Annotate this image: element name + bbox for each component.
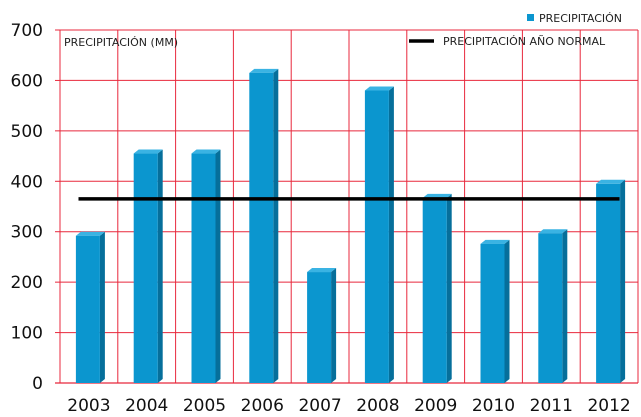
bar-front	[133, 153, 158, 383]
bar-top	[480, 239, 510, 244]
bar	[75, 231, 105, 383]
bar-top	[364, 86, 394, 91]
y-axis-label: PRECIPITACIÓN (MM)	[64, 36, 178, 49]
legend-swatch-precipitation	[527, 14, 534, 21]
bar	[480, 239, 510, 383]
bar-top	[596, 179, 626, 184]
bar	[133, 149, 163, 383]
bar-series	[75, 68, 626, 383]
bar-top	[75, 231, 105, 236]
bar	[422, 193, 452, 383]
y-tick-label: 400	[11, 172, 43, 192]
y-tick-label: 200	[11, 273, 43, 293]
bar-front	[75, 235, 100, 383]
bar-side	[562, 229, 568, 383]
bar-side	[99, 231, 105, 383]
bar	[364, 86, 394, 383]
bar-side	[504, 239, 510, 383]
x-tick-label: 2004	[125, 396, 168, 416]
x-axis-ticks: 2003 2004 2005 2006 2007 2008 2009 2010 2011 2012	[67, 396, 630, 416]
bar-front	[364, 90, 389, 383]
y-tick-label: 600	[11, 71, 43, 91]
bar-front	[249, 72, 274, 383]
bar-front	[307, 272, 332, 383]
bar-side	[446, 193, 452, 383]
bar	[191, 149, 221, 383]
x-tick-label: 2003	[67, 396, 110, 416]
x-tick-label: 2007	[298, 396, 341, 416]
x-tick-label: 2012	[587, 396, 630, 416]
y-tick-label: 0	[32, 374, 43, 394]
bar-front	[596, 183, 621, 383]
bar	[307, 268, 337, 383]
bar-side	[331, 268, 337, 383]
bar-side	[620, 179, 626, 383]
bar-front	[422, 197, 447, 383]
bar-front	[191, 153, 216, 383]
x-tick-label: 2011	[530, 396, 573, 416]
bar-top	[133, 149, 163, 154]
x-tick-label: 2009	[414, 396, 457, 416]
legend-label-precipitation: PRECIPITACIÓN	[539, 12, 622, 25]
y-tick-label: 500	[11, 122, 43, 142]
bar	[596, 179, 626, 383]
y-tick-label: 100	[11, 324, 43, 344]
y-tick-label: 700	[11, 21, 43, 41]
bar	[538, 229, 568, 383]
bar-side	[215, 149, 221, 383]
bar-top	[538, 229, 568, 234]
bar-side	[273, 68, 279, 383]
bar-side	[388, 86, 394, 383]
bar-top	[422, 193, 452, 198]
bar-top	[307, 268, 337, 273]
y-axis-ticks: 0 100 200 300 400 500 600 700	[11, 21, 60, 394]
bar-front	[480, 243, 505, 383]
legend: PRECIPITACIÓN PRECIPITACIÓN AÑO NORMAL	[409, 12, 622, 48]
legend-label-normal: PRECIPITACIÓN AÑO NORMAL	[443, 35, 606, 48]
bar-front	[538, 233, 563, 383]
x-tick-label: 2008	[356, 396, 399, 416]
bar-top	[191, 149, 221, 154]
x-tick-label: 2005	[183, 396, 226, 416]
bar-top	[249, 68, 279, 73]
bar	[249, 68, 279, 383]
bar-side	[157, 149, 163, 383]
x-tick-label: 2010	[472, 396, 515, 416]
y-tick-label: 300	[11, 223, 43, 243]
x-tick-label: 2006	[241, 396, 284, 416]
